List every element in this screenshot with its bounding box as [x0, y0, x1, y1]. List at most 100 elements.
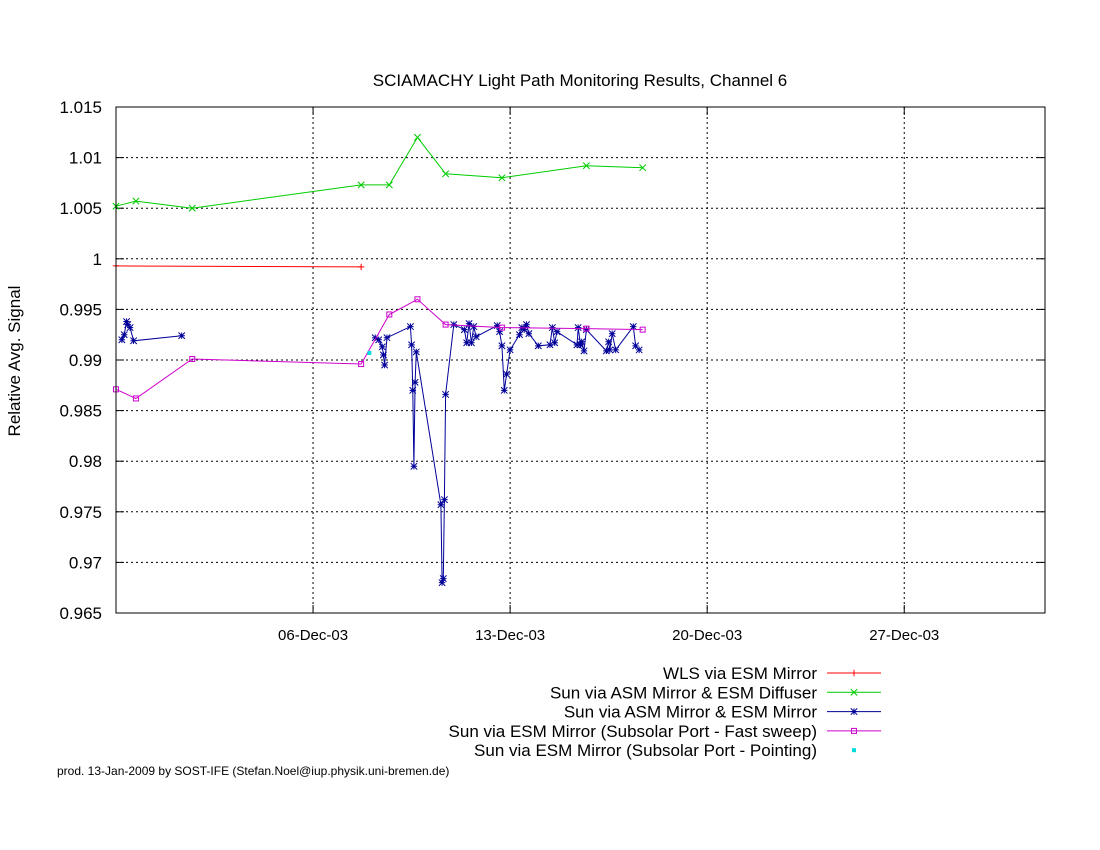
data-point — [375, 336, 383, 344]
data-point — [120, 331, 128, 339]
data-point — [576, 341, 585, 349]
data-point — [520, 326, 528, 334]
data-point — [130, 337, 138, 345]
data-point — [608, 330, 616, 338]
data-point — [378, 343, 386, 351]
data-point — [410, 462, 418, 470]
legend-item: Sun via ESM Mirror (Subsolar Port - Poin… — [474, 741, 856, 760]
data-point — [639, 326, 646, 333]
y-tick-label: 0.975 — [59, 503, 102, 522]
series-1 — [112, 262, 365, 271]
data-point — [498, 342, 506, 350]
data-point — [178, 332, 186, 340]
data-point — [408, 341, 416, 349]
data-point — [371, 334, 379, 342]
data-point — [442, 170, 450, 178]
data-point — [573, 341, 581, 349]
legend-label: WLS via ESM Mirror — [663, 664, 817, 683]
x-tick-label: 06-Dec-03 — [278, 627, 348, 644]
data-point — [496, 328, 504, 336]
data-point — [580, 347, 588, 355]
data-point — [498, 324, 505, 331]
data-point — [522, 321, 531, 329]
data-point — [465, 320, 473, 328]
data-point — [413, 133, 422, 141]
legend-item: Sun via ASM Mirror & ESM Mirror — [564, 703, 881, 722]
y-tick-label: 0.965 — [59, 604, 102, 623]
data-point — [385, 181, 393, 189]
data-point — [551, 339, 559, 347]
data-point — [503, 370, 511, 378]
data-point — [553, 328, 561, 336]
data-point — [605, 338, 613, 346]
data-point — [635, 346, 643, 354]
series-line — [115, 298, 643, 400]
series-line — [374, 323, 640, 583]
y-tick-label: 1.005 — [59, 199, 102, 218]
data-point — [472, 333, 480, 341]
data-point — [612, 346, 620, 354]
production-credit: prod. 13-Jan-2009 by SOST-IFE (Stefan.No… — [57, 764, 450, 778]
data-point — [123, 317, 131, 326]
y-axis-label: Relative Avg. Signal — [5, 286, 24, 437]
data-point — [470, 323, 478, 331]
legend-item: Sun via ESM Mirror (Subsolar Port - Fast… — [449, 722, 881, 741]
series-2 — [112, 133, 647, 212]
y-tick-label: 1.015 — [59, 98, 102, 117]
series-5 — [367, 350, 372, 355]
data-point — [629, 323, 637, 331]
data-point — [439, 575, 447, 583]
plot-frame — [115, 106, 1046, 614]
grid — [116, 107, 1045, 613]
data-point — [582, 162, 590, 170]
data-point — [381, 361, 389, 369]
data-point — [534, 342, 542, 350]
data-point — [578, 338, 586, 346]
chart-title: SCIAMACHY Light Path Monitoring Results,… — [373, 71, 788, 90]
series-layer — [112, 133, 647, 587]
data-point — [463, 339, 471, 347]
data-point — [850, 669, 858, 677]
data-point — [118, 336, 126, 344]
data-point — [852, 748, 856, 753]
data-point — [850, 688, 858, 696]
series-4 — [113, 296, 646, 402]
data-point — [460, 326, 468, 334]
data-point — [515, 331, 524, 339]
y-tick-label: 0.995 — [59, 300, 102, 319]
data-point — [582, 326, 590, 334]
data-point — [850, 708, 858, 716]
y-tick-label: 0.985 — [59, 402, 102, 421]
data-point — [548, 324, 556, 332]
data-point — [442, 321, 449, 328]
data-point — [126, 324, 134, 332]
legend-item: Sun via ASM Mirror & ESM Diffuser — [550, 683, 881, 702]
y-tick-label: 0.97 — [69, 553, 102, 572]
data-point — [493, 322, 501, 330]
data-point — [438, 579, 446, 587]
legend-label: Sun via ASM Mirror & ESM Mirror — [564, 703, 817, 722]
data-point — [467, 339, 475, 347]
y-tick-label: 1 — [93, 250, 102, 269]
data-point — [132, 395, 139, 402]
data-point — [498, 174, 506, 182]
data-point — [379, 351, 387, 359]
data-point — [632, 342, 640, 350]
x-tick-label: 27-Dec-03 — [869, 627, 939, 644]
y-ticks: 0.965 0.97 0.975 0.98 0.985 0.99 0.995 1 1.005 1.… — [59, 98, 1045, 623]
data-point — [383, 334, 391, 342]
data-point — [851, 727, 857, 734]
data-point — [442, 390, 450, 398]
data-point — [189, 355, 196, 362]
data-point — [411, 378, 419, 386]
data-point — [546, 341, 554, 349]
data-point — [639, 164, 647, 172]
data-point — [409, 386, 417, 394]
data-point — [357, 263, 365, 271]
series-line — [115, 136, 643, 209]
data-point — [440, 496, 448, 504]
series-3 — [118, 317, 643, 587]
data-point — [583, 325, 590, 332]
series-line — [115, 265, 362, 268]
